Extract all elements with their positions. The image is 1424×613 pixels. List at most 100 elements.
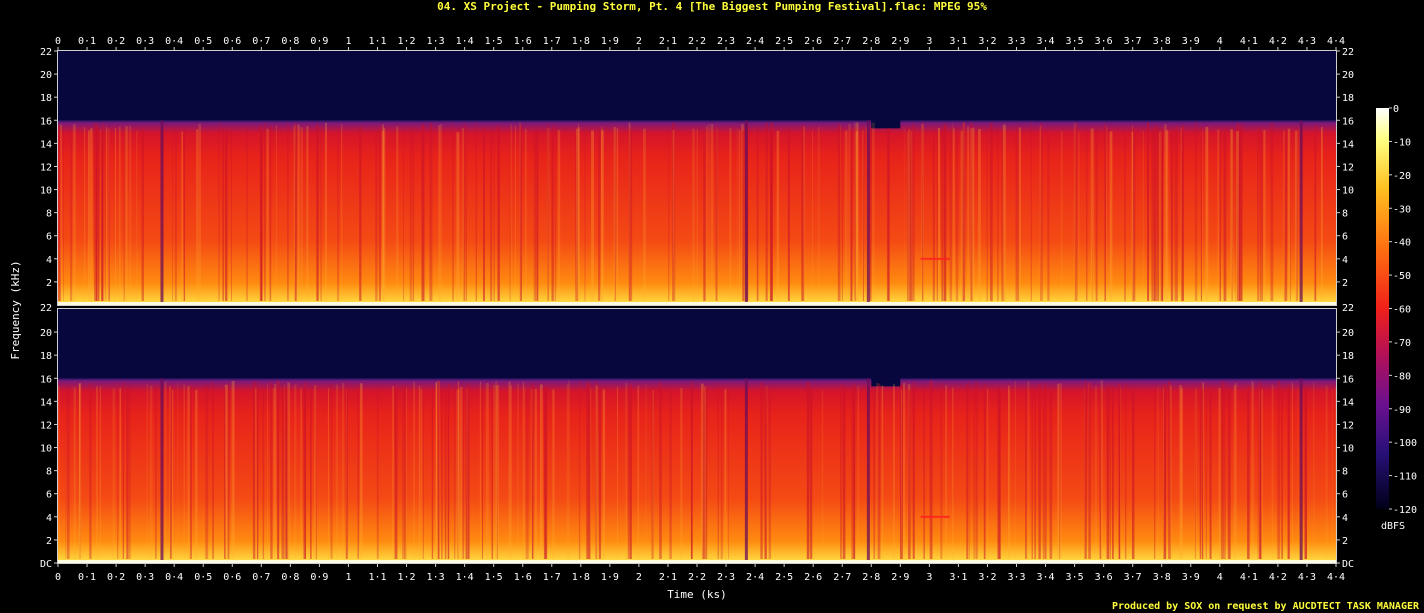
texture-streak xyxy=(1008,389,1011,559)
texture-streak xyxy=(850,130,853,301)
texture-streak xyxy=(1025,388,1027,559)
texture-streak xyxy=(598,388,601,559)
texture-streak xyxy=(412,130,415,301)
x-tick-label-top: 0·1 xyxy=(78,36,96,47)
y-tick-label-left: 22 xyxy=(40,47,52,58)
x-tick-label-top: 1·3 xyxy=(427,36,445,47)
texture-streak xyxy=(617,128,619,301)
texture-streak xyxy=(1018,127,1021,302)
texture-streak xyxy=(1194,388,1197,559)
y-tick-label-left: 6 xyxy=(46,232,52,243)
texture-streak xyxy=(1008,385,1010,559)
texture-streak xyxy=(183,128,185,301)
texture-streak xyxy=(1180,127,1182,301)
texture-streak xyxy=(146,383,148,559)
texture-streak xyxy=(517,383,519,559)
texture-streak xyxy=(383,127,386,301)
texture-streak xyxy=(1257,128,1260,301)
texture-streak xyxy=(1030,122,1032,302)
texture-streak xyxy=(125,126,128,301)
texture-streak xyxy=(702,384,705,559)
texture-streak xyxy=(141,128,144,301)
energy-band xyxy=(58,378,1336,563)
texture-streak xyxy=(911,124,915,301)
spectrogram-plots xyxy=(57,50,1338,564)
colorbar-tick-label: -40 xyxy=(1393,238,1411,249)
y-tick-label-left: 2 xyxy=(46,536,52,547)
texture-streak xyxy=(630,128,633,301)
texture-streak xyxy=(1230,129,1233,301)
texture-streak xyxy=(869,127,872,301)
x-tick-label-top: 0·3 xyxy=(136,36,154,47)
texture-streak xyxy=(1239,129,1242,301)
x-tick-label-top: 2·2 xyxy=(688,36,706,47)
texture-streak xyxy=(172,127,173,302)
y-tick-label-right: 18 xyxy=(1342,93,1354,104)
x-tick-label-bottom: 3·5 xyxy=(1066,572,1084,583)
texture-streak xyxy=(1305,387,1307,559)
texture-streak xyxy=(60,124,63,301)
texture-streak xyxy=(953,128,955,301)
texture-streak xyxy=(1288,387,1290,559)
x-tick-label-bottom: 2·5 xyxy=(775,572,793,583)
texture-streak xyxy=(643,128,646,301)
texture-streak xyxy=(1112,386,1114,559)
x-tick-label-bottom: 3·7 xyxy=(1124,572,1142,583)
texture-streak xyxy=(1200,384,1202,559)
texture-streak xyxy=(873,389,876,559)
texture-streak xyxy=(463,123,465,301)
texture-streak xyxy=(231,126,232,301)
y-tick-label-right: DC xyxy=(1342,559,1354,570)
texture-streak xyxy=(269,125,272,301)
texture-streak xyxy=(817,126,820,302)
texture-streak xyxy=(394,386,398,559)
texture-streak xyxy=(1119,387,1121,559)
texture-streak xyxy=(183,384,185,559)
texture-streak xyxy=(696,129,698,301)
texture-streak xyxy=(96,123,97,301)
texture-streak xyxy=(316,124,319,301)
texture-streak xyxy=(284,388,288,559)
texture-streak xyxy=(534,389,537,559)
texture-streak xyxy=(79,383,82,559)
texture-streak xyxy=(1240,123,1243,301)
texture-streak xyxy=(1088,382,1091,559)
x-tick-label-top: 3·1 xyxy=(949,36,967,47)
texture-streak xyxy=(601,126,603,301)
texture-streak xyxy=(508,381,511,559)
texture-streak xyxy=(692,128,695,301)
texture-streak xyxy=(337,127,340,302)
texture-streak xyxy=(459,387,463,559)
x-tick-label-bottom: 0·6 xyxy=(223,572,241,583)
producer-credit: Produced by SOX on request by AUCDTECT T… xyxy=(1112,601,1420,612)
y-axis-label: Frequency (kHz) xyxy=(9,260,22,359)
texture-streak xyxy=(382,124,384,302)
x-tick-label-bottom: 3·4 xyxy=(1037,572,1055,583)
colorbar-tick-label: -90 xyxy=(1393,405,1411,416)
x-tick-label-bottom: 3 xyxy=(926,572,932,583)
texture-streak xyxy=(970,122,973,301)
x-tick-label-bottom: 1·1 xyxy=(368,572,386,583)
x-tick-label-top: 1·6 xyxy=(514,36,532,47)
texture-streak xyxy=(547,128,550,301)
y-tick-label-right: 2 xyxy=(1342,278,1348,289)
y-tick-label-left: 2 xyxy=(46,278,52,289)
texture-streak xyxy=(672,122,674,301)
colorbar: 0 -10 -20 -30 -40 -50 -60 -70 -80 -90 -100 -110 -120 xyxy=(1376,104,1417,516)
texture-streak xyxy=(515,125,516,301)
texture-streak xyxy=(136,130,138,301)
texture-streak xyxy=(456,132,460,301)
y-tick-label-left: 12 xyxy=(40,420,52,431)
texture-streak xyxy=(921,123,924,301)
y-tick-label-right: 10 xyxy=(1342,186,1354,197)
texture-streak xyxy=(856,122,859,302)
texture-streak xyxy=(1151,132,1153,301)
colorbar-tick-label: -70 xyxy=(1393,338,1411,349)
texture-streak xyxy=(259,125,263,302)
texture-streak xyxy=(84,126,86,302)
texture-streak xyxy=(955,128,959,301)
texture-streak xyxy=(432,385,434,559)
texture-streak xyxy=(844,130,848,301)
texture-streak xyxy=(260,129,262,301)
y-tick-label-right: 18 xyxy=(1342,351,1354,362)
